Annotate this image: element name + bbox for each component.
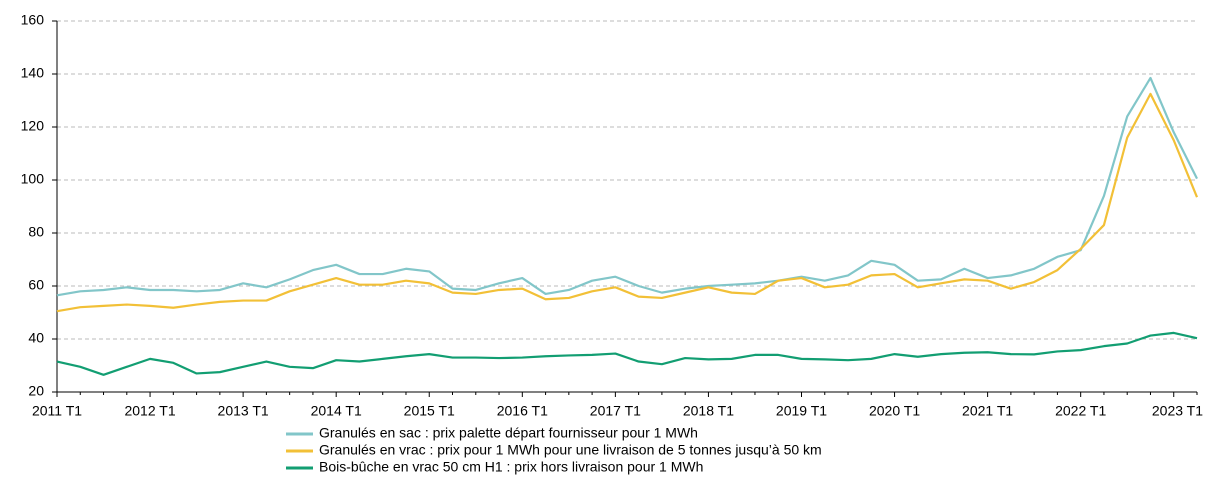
legend-label: Granulés en sac : prix palette départ fo…	[319, 425, 698, 441]
x-tick-label: 2022 T1	[1055, 403, 1106, 419]
x-tick-label: 2016 T1	[497, 403, 548, 419]
y-tick-label: 60	[28, 277, 44, 293]
y-tick-label: 20	[28, 383, 44, 399]
x-tick-label: 2015 T1	[404, 403, 455, 419]
y-tick-label: 160	[21, 12, 45, 28]
x-tick-label: 2020 T1	[869, 403, 920, 419]
x-tick-label: 2021 T1	[962, 403, 1013, 419]
legend-label: Bois-bûche en vrac 50 cm H1 : prix hors …	[319, 459, 703, 475]
y-tick-label: 80	[28, 224, 44, 240]
x-tick-label: 2014 T1	[311, 403, 362, 419]
y-tick-label: 140	[21, 65, 45, 81]
series-line	[56, 92, 1199, 313]
legend-label: Granulés en vrac : prix pour 1 MWh pour …	[319, 442, 822, 458]
x-tick-label: 2012 T1	[124, 403, 175, 419]
series-line	[56, 76, 1198, 297]
y-tick-label: 100	[21, 171, 45, 187]
x-tick-label: 2011 T1	[32, 403, 82, 419]
x-tick-label: 2018 T1	[683, 403, 734, 419]
y-tick-label: 40	[28, 330, 44, 346]
x-tick-label: 2013 T1	[218, 403, 269, 419]
y-tick-label: 120	[21, 118, 45, 134]
x-tick-label: 2019 T1	[776, 403, 827, 419]
x-tick-label: 2023 T1	[1152, 403, 1203, 419]
series-line	[56, 331, 1198, 376]
x-tick-label: 2017 T1	[590, 403, 641, 419]
